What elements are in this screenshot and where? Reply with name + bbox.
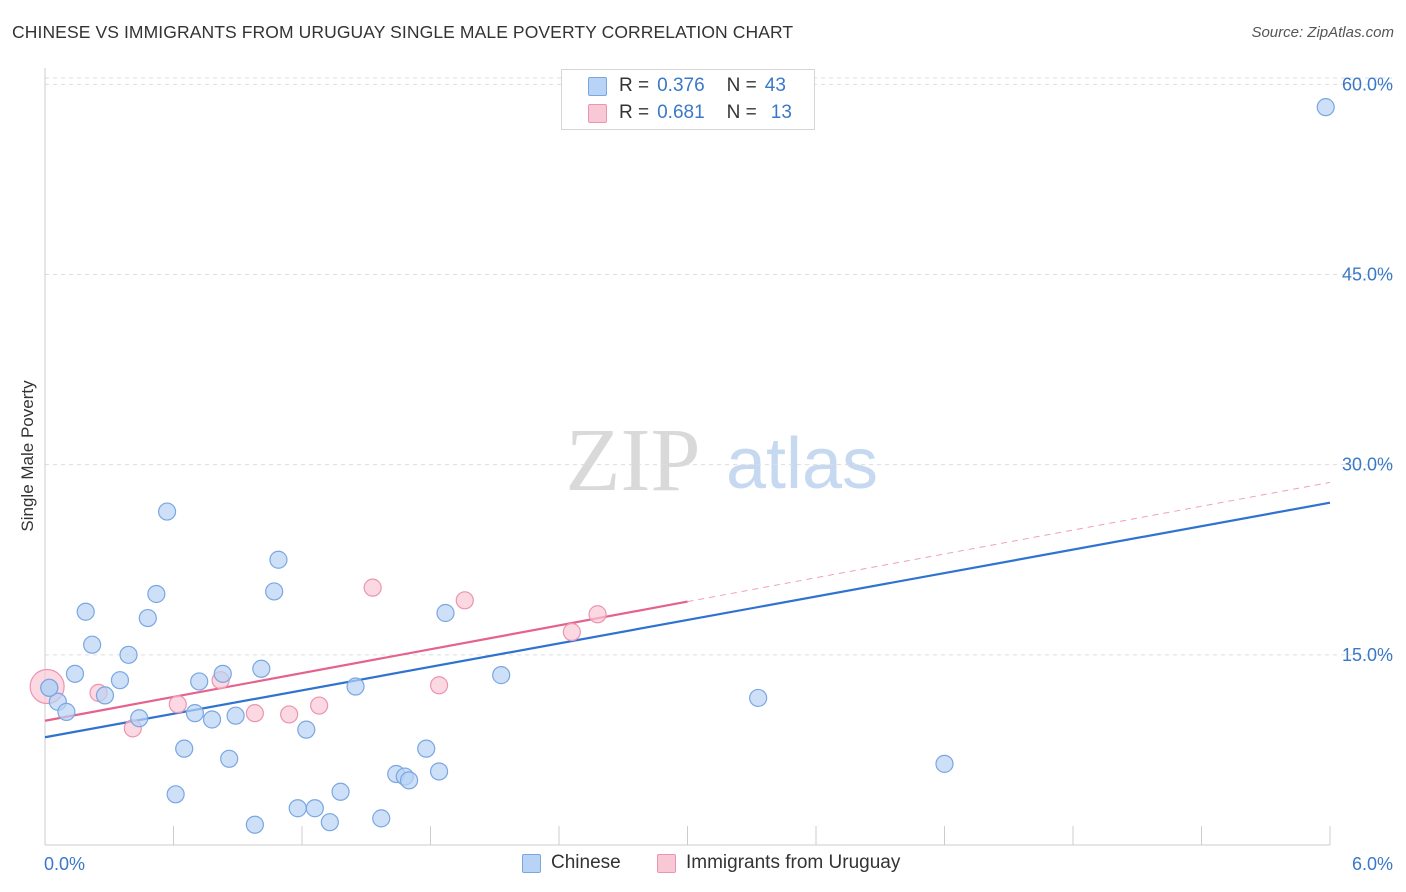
grid-lines	[45, 77, 1392, 656]
series-label-chinese: Chinese	[551, 852, 621, 873]
y-axis-label: Single Male Poverty	[18, 380, 37, 532]
point-chinese	[110, 671, 130, 690]
series-label-uruguay: Immigrants from Uruguay	[686, 852, 901, 873]
trend-lines	[44, 481, 1331, 739]
point-uruguay	[310, 696, 329, 715]
point-chinese	[265, 582, 284, 601]
point-uruguay	[562, 622, 581, 642]
data-points	[29, 98, 1335, 834]
point-chinese	[166, 785, 185, 804]
series-legend-uruguay: Immigrants from Uruguay	[657, 852, 900, 874]
y-tick-label: 60.0%	[1342, 74, 1393, 94]
y-tick-label: 45.0%	[1342, 265, 1393, 285]
point-chinese	[95, 686, 115, 705]
point-chinese	[119, 645, 138, 664]
legend-n-value-chinese: 43	[764, 75, 786, 96]
point-chinese	[190, 672, 209, 691]
series-legend: Chinese Immigrants from Uruguay	[0, 852, 1406, 878]
point-chinese	[130, 709, 149, 728]
x-tick-label: 0.0%	[44, 854, 85, 874]
legend-row-uruguay: R = 0.681 N = 13	[588, 100, 792, 126]
point-uruguay	[168, 695, 187, 714]
point-chinese	[269, 550, 288, 569]
point-chinese	[220, 749, 239, 768]
axes	[44, 68, 1331, 846]
trend-line-chinese	[44, 501, 1331, 739]
point-chinese	[76, 602, 95, 621]
point-chinese	[213, 664, 232, 683]
trend-line-uruguay	[44, 600, 688, 722]
point-chinese	[185, 704, 205, 723]
trend-line-uruguay-extended	[687, 481, 1331, 603]
point-uruguay	[245, 704, 264, 723]
correlation-legend: R = 0.376 N = 43 R = 0.681 N = 13	[561, 69, 815, 130]
point-chinese	[305, 799, 324, 818]
point-chinese	[331, 782, 350, 801]
point-uruguay	[429, 676, 449, 695]
point-chinese	[252, 659, 271, 678]
y-tick-label: 30.0%	[1342, 455, 1393, 475]
series-legend-chinese: Chinese	[522, 852, 621, 874]
point-chinese	[417, 739, 436, 758]
point-chinese	[399, 771, 419, 790]
point-chinese	[57, 702, 76, 721]
point-uruguay	[588, 605, 607, 624]
series-swatch-chinese	[522, 853, 541, 873]
point-chinese	[83, 635, 102, 654]
point-chinese	[147, 584, 166, 604]
legend-n-value-uruguay: 13	[770, 102, 792, 123]
point-chinese	[1316, 98, 1335, 117]
legend-swatch-uruguay	[588, 103, 607, 123]
point-uruguay	[363, 578, 382, 597]
legend-r-label: R =	[619, 75, 650, 96]
chart-title: CHINESE VS IMMIGRANTS FROM URUGUAY SINGL…	[12, 22, 794, 42]
legend-r-label: R =	[619, 102, 650, 123]
point-chinese	[749, 688, 768, 708]
point-chinese	[157, 502, 177, 521]
watermark-atlas: atlas	[726, 424, 878, 504]
series-swatch-uruguay	[657, 853, 676, 873]
legend-swatch-chinese	[588, 76, 607, 96]
x-tick-label: 6.0%	[1352, 854, 1393, 874]
point-uruguay	[280, 705, 299, 724]
legend-r-value-uruguay: 0.681	[657, 102, 705, 123]
point-chinese	[202, 710, 222, 729]
watermark: ZIP atlas	[566, 411, 879, 510]
legend-r-value-chinese: 0.376	[657, 75, 705, 96]
point-chinese	[436, 603, 455, 623]
point-chinese	[175, 739, 194, 758]
legend-row-chinese: R = 0.376 N = 43	[588, 73, 786, 99]
point-chinese	[935, 754, 954, 773]
point-chinese	[65, 664, 85, 683]
point-chinese	[288, 799, 307, 818]
y-tick-label: 15.0%	[1342, 645, 1393, 665]
watermark-zip: ZIP	[566, 411, 701, 510]
point-chinese	[40, 678, 59, 697]
point-chinese	[297, 720, 316, 739]
point-chinese	[138, 608, 157, 628]
tick-labels: 15.0% 30.0% 45.0% 60.0% 0.0% 6.0%	[44, 74, 1393, 874]
point-chinese	[245, 815, 264, 834]
source-credit: Source: ZipAtlas.com	[1251, 24, 1394, 41]
point-chinese	[372, 809, 391, 828]
point-chinese	[346, 677, 365, 696]
point-chinese	[320, 813, 339, 832]
point-chinese	[226, 706, 245, 725]
legend-n-label: N =	[726, 75, 757, 96]
legend-n-label: N =	[726, 102, 757, 123]
point-chinese	[429, 762, 449, 781]
point-chinese	[492, 666, 511, 685]
point-uruguay	[455, 591, 474, 610]
